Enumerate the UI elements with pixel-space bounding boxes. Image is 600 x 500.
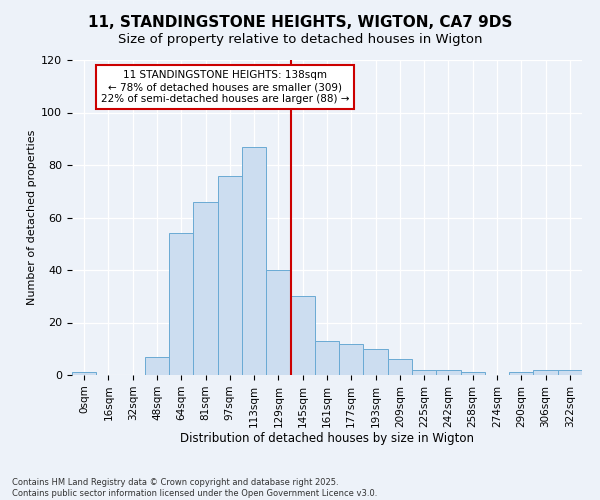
Bar bbox=[290, 296, 315, 375]
Bar bbox=[218, 176, 242, 375]
Bar bbox=[169, 233, 193, 375]
Text: 11, STANDINGSTONE HEIGHTS, WIGTON, CA7 9DS: 11, STANDINGSTONE HEIGHTS, WIGTON, CA7 9… bbox=[88, 15, 512, 30]
Bar bbox=[193, 202, 218, 375]
Y-axis label: Number of detached properties: Number of detached properties bbox=[27, 130, 37, 305]
Bar bbox=[412, 370, 436, 375]
Text: Size of property relative to detached houses in Wigton: Size of property relative to detached ho… bbox=[118, 32, 482, 46]
Bar bbox=[72, 372, 96, 375]
Bar bbox=[436, 370, 461, 375]
Bar bbox=[388, 359, 412, 375]
Bar bbox=[461, 372, 485, 375]
Bar bbox=[533, 370, 558, 375]
Bar bbox=[364, 349, 388, 375]
Bar bbox=[266, 270, 290, 375]
Bar bbox=[509, 372, 533, 375]
Text: 11 STANDINGSTONE HEIGHTS: 138sqm
← 78% of detached houses are smaller (309)
22% : 11 STANDINGSTONE HEIGHTS: 138sqm ← 78% o… bbox=[101, 70, 349, 104]
Bar bbox=[558, 370, 582, 375]
X-axis label: Distribution of detached houses by size in Wigton: Distribution of detached houses by size … bbox=[180, 432, 474, 446]
Text: Contains HM Land Registry data © Crown copyright and database right 2025.
Contai: Contains HM Land Registry data © Crown c… bbox=[12, 478, 377, 498]
Bar bbox=[242, 146, 266, 375]
Bar bbox=[315, 341, 339, 375]
Bar bbox=[145, 356, 169, 375]
Bar bbox=[339, 344, 364, 375]
